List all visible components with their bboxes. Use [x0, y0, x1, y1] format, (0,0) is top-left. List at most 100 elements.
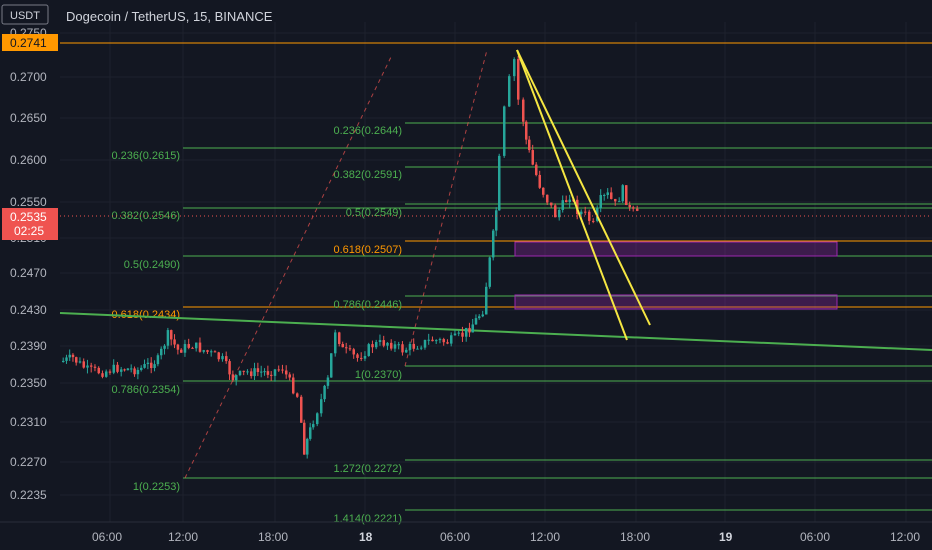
candle-body	[242, 370, 245, 372]
demand-zone-lower[interactable]	[514, 294, 838, 310]
candle-body	[513, 59, 516, 77]
price-tick: 0.2550	[10, 195, 47, 209]
candle-body	[485, 286, 488, 315]
candle-body	[610, 192, 613, 199]
time-axis[interactable]: 06:00 12:00 18:00 18 06:00 12:00 18:00 1…	[0, 521, 932, 544]
candle-body	[160, 348, 163, 356]
candle-body	[508, 76, 511, 107]
candle-body	[296, 393, 299, 397]
candle-body	[393, 344, 397, 349]
candle-body	[285, 370, 288, 375]
candle-body	[397, 344, 400, 346]
candle-body	[166, 330, 170, 346]
candle-body	[202, 350, 205, 352]
candle-body	[431, 339, 434, 342]
candle-body	[330, 353, 333, 378]
candle-body	[86, 365, 89, 368]
candle-body	[101, 373, 104, 377]
downtrend-line-shallow[interactable]	[516, 49, 651, 326]
candle-body	[217, 352, 220, 360]
candle-body	[309, 427, 312, 439]
candle-body	[312, 424, 315, 428]
candle-body	[170, 330, 173, 340]
price-tick: 0.2235	[10, 488, 47, 502]
candle-body	[628, 204, 631, 208]
candle-body	[405, 349, 408, 353]
candle-body	[408, 343, 412, 350]
candle-body	[97, 367, 100, 374]
candle-body	[614, 198, 617, 202]
price-axis[interactable]: 0.2750 0.2700 0.2650 0.2600 0.2550 0.251…	[2, 26, 58, 502]
candle-body	[173, 339, 176, 345]
fib-trend-dashed-right[interactable]	[404, 49, 488, 367]
candle-body	[288, 374, 291, 378]
candle-body	[632, 207, 635, 209]
downtrend-line-steep[interactable]	[516, 49, 628, 341]
candle-body	[273, 369, 277, 376]
price-tick: 0.2310	[10, 415, 47, 429]
demand-zone-upper[interactable]	[514, 241, 838, 257]
candle-body	[457, 332, 460, 334]
candle-body	[360, 357, 363, 359]
fib-right-label: 1(0.2370)	[355, 369, 402, 381]
candle-body	[341, 344, 344, 348]
candle-body	[136, 369, 140, 375]
candle-body	[198, 342, 202, 352]
candle-body	[386, 342, 389, 346]
candle-body	[228, 361, 231, 375]
candle-body	[565, 200, 568, 203]
candle-body	[525, 121, 528, 140]
candle-body	[123, 369, 126, 371]
candle-body	[270, 374, 273, 376]
candle-body	[503, 106, 506, 156]
candle-body	[65, 357, 68, 361]
candle-body	[130, 368, 133, 370]
support-trendline[interactable]	[59, 312, 932, 351]
fib-trend-dashed-left[interactable]	[184, 54, 393, 479]
high-price-badge	[2, 34, 58, 51]
candle-body	[442, 339, 445, 343]
candle-body	[588, 211, 591, 221]
candle-body	[603, 194, 606, 196]
high-price-value: 0.2741	[10, 36, 47, 50]
time-tick-day: 19	[719, 530, 733, 544]
candle-body	[71, 354, 75, 358]
candle-body	[231, 374, 235, 381]
price-tick: 0.2700	[10, 70, 47, 84]
fib-left-label: 0.236(0.2615)	[112, 150, 181, 162]
candle-body	[281, 369, 284, 371]
candlestick-series	[62, 56, 639, 459]
price-tick: 0.2430	[10, 303, 47, 317]
candle-body	[538, 174, 541, 188]
countdown-value: 02:25	[14, 224, 44, 238]
candle-body	[348, 348, 352, 350]
candle-body	[78, 361, 82, 363]
candle-body	[300, 396, 303, 423]
chart-header: USDT Dogecoin / TetherUS, 15, BINANCE	[1, 4, 273, 25]
candle-body	[90, 365, 93, 367]
current-price-value: 0.2535	[10, 210, 47, 224]
candle-body	[561, 200, 564, 210]
candle-body	[260, 371, 263, 373]
candle-body	[303, 422, 306, 455]
candle-body	[435, 340, 438, 342]
fib-retracement-right[interactable]: 0.236(0.2644) 0.382(0.2591) 0.5(0.2549) …	[334, 122, 932, 525]
fib-right-label: 1.272(0.2272)	[334, 463, 403, 475]
current-price-badge	[2, 208, 58, 240]
candle-body	[542, 187, 545, 195]
candle-body	[320, 399, 323, 414]
candle-body	[153, 364, 156, 369]
candle-body	[453, 333, 457, 336]
fib-right-label: 0.5(0.2549)	[346, 207, 402, 219]
candle-body	[618, 201, 621, 203]
candle-body	[412, 343, 415, 349]
candle-body	[250, 371, 253, 377]
candle-body	[206, 350, 209, 352]
candle-body	[235, 375, 238, 381]
currency-badge[interactable]	[1, 4, 49, 25]
candle-body	[263, 371, 266, 373]
candle-body	[420, 347, 423, 349]
candle-body	[382, 340, 385, 346]
time-tick: 06:00	[800, 530, 830, 544]
